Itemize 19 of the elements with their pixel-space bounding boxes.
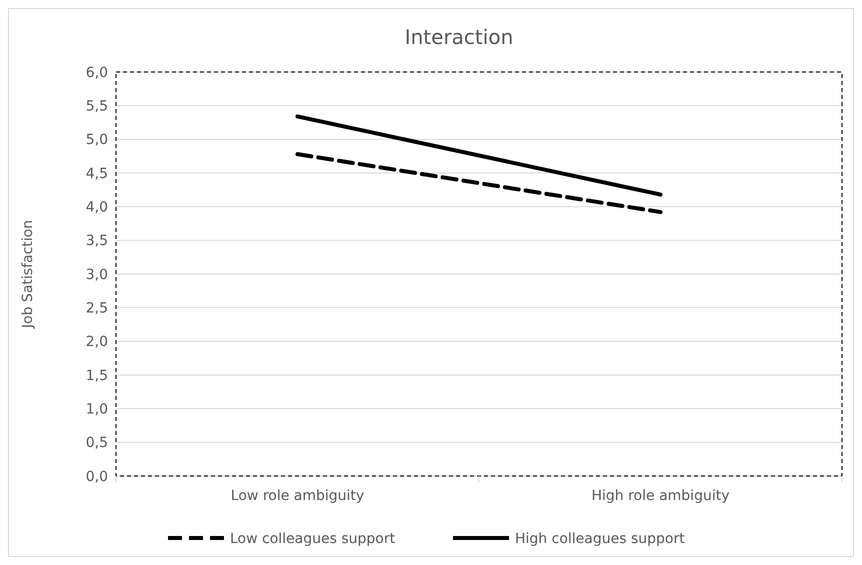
- x-tick-label: Low role ambiguity: [230, 488, 364, 504]
- chart-title: Interaction: [404, 25, 514, 49]
- y-tick-label: 4,0: [86, 200, 108, 216]
- y-tick-label: 0,0: [86, 468, 108, 485]
- y-tick-label: 4,5: [86, 166, 108, 182]
- y-axis-title: Job Satisfaction: [20, 220, 36, 330]
- x-tick-label: High role ambiguity: [591, 488, 730, 504]
- y-tick-label: 5,0: [86, 132, 108, 148]
- y-tick-label: 1,0: [86, 402, 108, 418]
- y-tick-label: 6,0: [86, 64, 108, 81]
- y-tick-label: 0,5: [86, 435, 108, 452]
- y-tick-label: 2,0: [86, 334, 108, 350]
- y-tick-label: 2,5: [86, 300, 108, 317]
- y-tick-label: 5,5: [86, 98, 108, 115]
- y-tick-label: 3,0: [86, 266, 108, 283]
- y-tick-label: 3,5: [86, 233, 108, 250]
- legend-label: High colleagues support: [515, 530, 686, 547]
- y-tick-label: 1,5: [86, 368, 108, 384]
- legend-label: Low colleagues support: [230, 530, 396, 547]
